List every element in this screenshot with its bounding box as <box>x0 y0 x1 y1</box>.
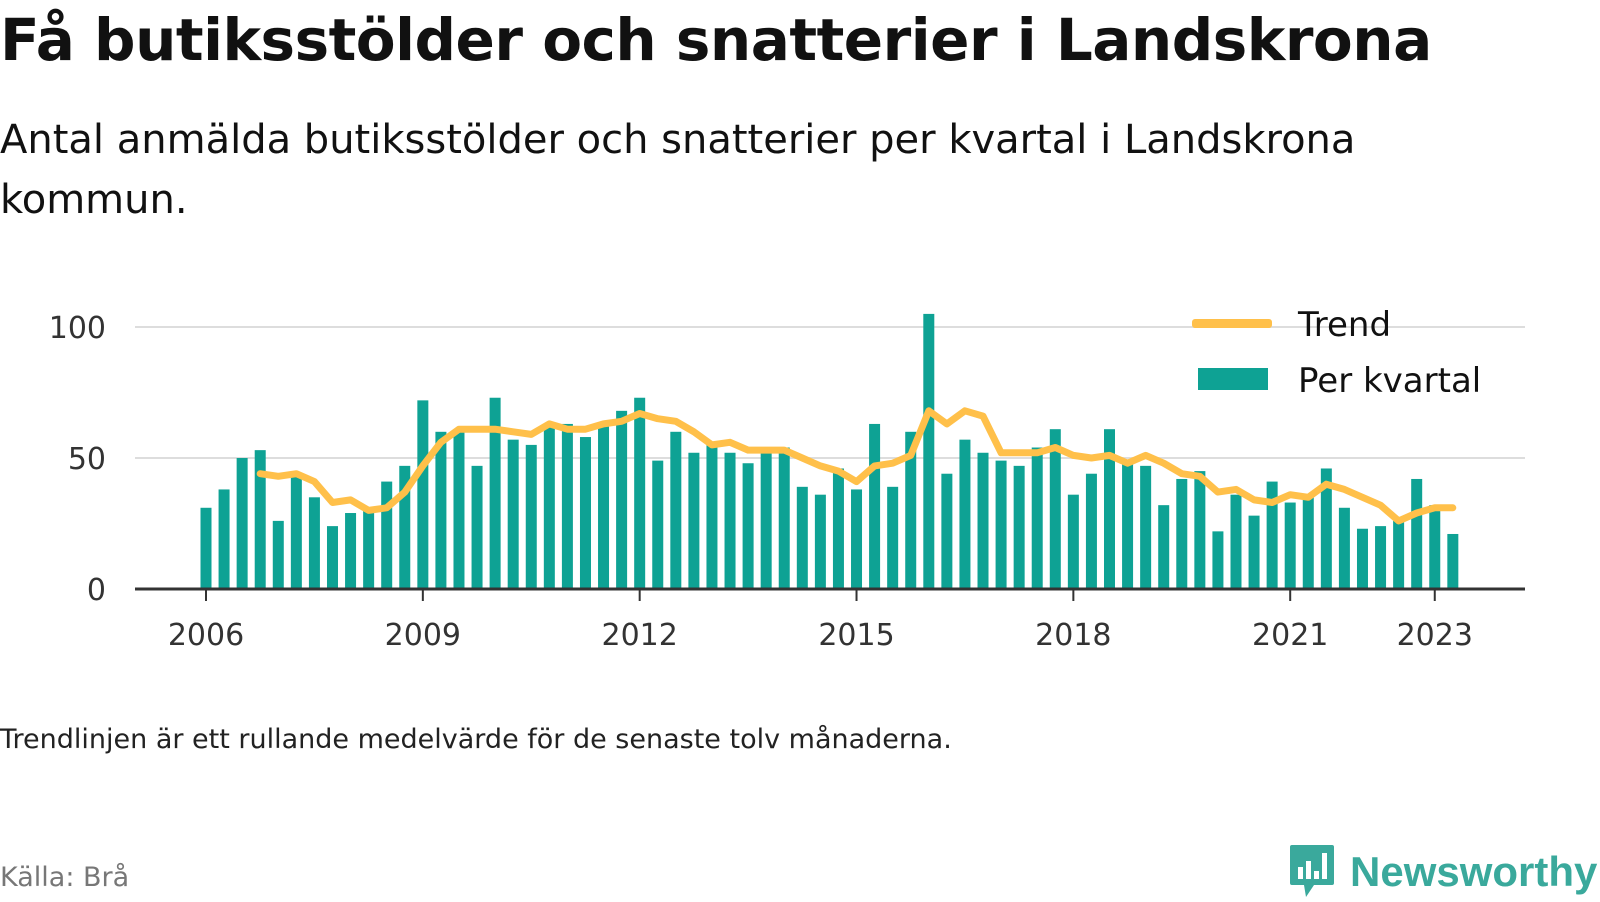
bar <box>290 476 302 589</box>
trend-line <box>256 407 1457 525</box>
bar <box>1338 507 1350 589</box>
bar <box>561 423 573 589</box>
bar <box>1375 526 1387 589</box>
bar <box>1140 465 1152 589</box>
bar <box>1356 528 1368 589</box>
bar <box>796 486 808 589</box>
x-tick-label: 2006 <box>168 618 244 653</box>
bar <box>1176 478 1188 589</box>
chart-note: Trendlinjen är ett rullande medelvärde f… <box>0 724 952 755</box>
bar <box>598 426 610 589</box>
legend-trend-swatch <box>1192 319 1272 328</box>
bar <box>254 450 266 589</box>
bar <box>706 444 718 589</box>
legend-bar-swatch <box>1198 368 1268 390</box>
x-tick-label: 2015 <box>818 618 894 653</box>
bar <box>869 423 881 589</box>
bar <box>363 510 375 589</box>
chart-area: 0 50 100 2006 2009 2012 2015 2018 2021 2023 Tren… <box>49 305 1525 653</box>
bar <box>218 489 230 589</box>
bar <box>941 473 953 589</box>
bar <box>1320 468 1332 589</box>
bar <box>1085 473 1097 589</box>
bar <box>1049 429 1061 589</box>
bar <box>1302 497 1314 589</box>
bar <box>905 431 917 589</box>
brand-logo: Newsworthy <box>1288 842 1597 902</box>
bar <box>959 439 971 589</box>
source-text: Källa: Brå <box>0 862 130 893</box>
bar <box>1393 520 1405 589</box>
bar <box>543 426 555 589</box>
bar <box>579 437 591 589</box>
x-tick-label: 2021 <box>1252 618 1328 653</box>
y-tick-label: 0 <box>87 573 106 608</box>
bar <box>977 452 989 589</box>
x-tick-label: 2023 <box>1397 618 1473 653</box>
bar <box>1284 502 1296 589</box>
legend: Trend Per kvartal <box>1192 305 1481 401</box>
bar <box>923 313 935 589</box>
grid-lines <box>135 326 1525 459</box>
bar <box>760 450 772 589</box>
chart-title: Få butiksstölder och snatterier i Landsk… <box>0 6 1432 74</box>
bar-series-per-kvartal <box>200 313 1459 589</box>
bar <box>652 460 664 589</box>
bar <box>1266 481 1278 589</box>
brand-name: Newsworthy <box>1350 848 1598 895</box>
bar <box>308 497 320 589</box>
bar <box>724 452 736 589</box>
bar <box>832 468 844 589</box>
bar-chart-speech-bubble-icon <box>1290 845 1334 897</box>
bar <box>1067 494 1079 589</box>
bar <box>489 397 501 589</box>
bar <box>1122 463 1134 589</box>
legend-trend-label: Trend <box>1297 305 1391 345</box>
x-tick-label: 2012 <box>602 618 678 653</box>
bar <box>417 400 429 589</box>
bar <box>1230 494 1242 589</box>
bar <box>1429 505 1441 589</box>
bar <box>471 465 483 589</box>
y-tick-label: 50 <box>68 442 106 477</box>
bar <box>814 494 826 589</box>
bar <box>1031 447 1043 589</box>
y-axis-ticks: 0 50 100 <box>49 311 106 608</box>
legend-bar-label: Per kvartal <box>1298 361 1481 401</box>
bar <box>525 444 537 589</box>
bar <box>326 526 338 589</box>
x-tick-label: 2018 <box>1035 618 1111 653</box>
bar <box>1447 533 1459 589</box>
bar <box>742 463 754 589</box>
bar <box>995 460 1007 589</box>
bar <box>670 431 682 589</box>
bar <box>851 489 863 589</box>
bar <box>616 410 628 589</box>
bar <box>435 431 447 589</box>
bar <box>345 513 357 589</box>
bar <box>381 481 393 589</box>
x-axis-ticks: 2006 2009 2012 2015 2018 2021 2023 <box>168 589 1473 653</box>
bar <box>272 520 284 589</box>
bar <box>778 447 790 589</box>
x-tick-label: 2009 <box>385 618 461 653</box>
bar <box>507 439 519 589</box>
bar <box>634 397 646 589</box>
bar <box>1411 478 1423 589</box>
bar <box>399 465 411 589</box>
bar <box>236 458 248 589</box>
bar <box>453 431 465 589</box>
chart-subtitle: Antal anmälda butiksstölder och snatteri… <box>0 117 1356 223</box>
bar <box>1158 505 1170 589</box>
y-tick-label: 100 <box>49 311 106 346</box>
bar <box>1013 465 1025 589</box>
bar <box>688 452 700 589</box>
bar <box>1248 515 1260 589</box>
bar <box>200 507 212 589</box>
bar <box>1104 429 1115 589</box>
bar <box>1194 471 1206 589</box>
bar <box>1212 531 1224 589</box>
bar <box>887 486 899 589</box>
